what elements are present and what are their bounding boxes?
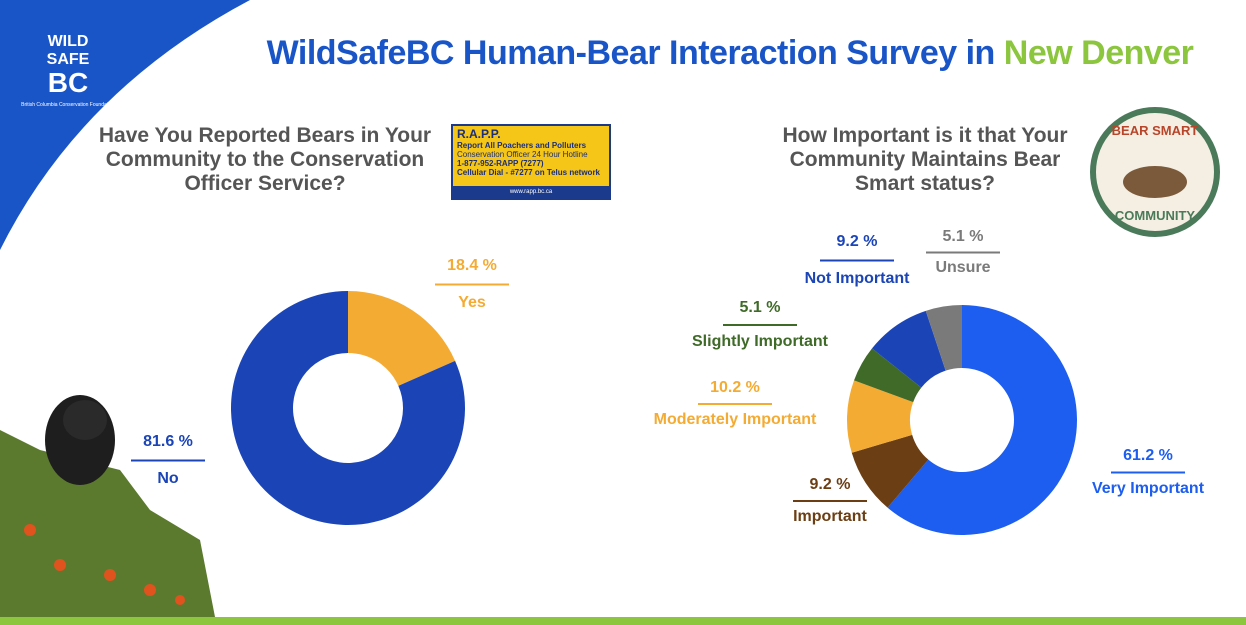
- donut-slice: [231, 291, 465, 525]
- category-label: Moderately Important: [654, 411, 817, 428]
- category-label: Unsure: [935, 259, 990, 276]
- donut-slice: [854, 348, 922, 403]
- logo-text: SAFE: [47, 51, 90, 68]
- chart-title: Have You Reported Bears in Your Communit…: [98, 124, 432, 195]
- value-label: 10.2 %: [710, 379, 760, 396]
- value-label: 61.2 %: [1123, 447, 1173, 464]
- rapp-line: Cellular Dial - #7277 on Telus network: [457, 168, 601, 177]
- rapp-url: www.rapp.bc.ca: [453, 186, 609, 198]
- bear-smart-badge: BEAR SMART COMMUNITY: [1090, 107, 1220, 237]
- badge-text: BEAR SMART: [1112, 123, 1199, 138]
- rapp-line: 1-877-952-RAPP (7277): [457, 159, 544, 168]
- value-label: 18.4 %: [447, 257, 497, 274]
- rapp-title: R.A.P.P.: [457, 127, 501, 141]
- donut-slice: [872, 310, 946, 388]
- donut-slice: [348, 291, 456, 386]
- logo-caption: British Columbia Conservation Foundation: [21, 102, 115, 108]
- logo-text: BC: [48, 67, 88, 98]
- corner-shape: [0, 0, 250, 250]
- category-label: Yes: [458, 294, 486, 311]
- category-label: Very Important: [1092, 480, 1205, 497]
- logo-text: WILD: [48, 33, 89, 50]
- donut-slice: [925, 305, 962, 371]
- donut-slice: [847, 380, 914, 453]
- category-label: Not Important: [805, 270, 911, 287]
- value-label: 5.1 %: [740, 299, 781, 316]
- value-label: 9.2 %: [837, 233, 878, 250]
- rapp-sign: R.A.P.P. Report All Poachers and Pollute…: [451, 124, 611, 200]
- rapp-line: Conservation Officer 24 Hour Hotline: [457, 150, 588, 159]
- value-label: 5.1 %: [943, 228, 984, 245]
- rapp-line: Report All Poachers and Polluters: [457, 141, 587, 150]
- category-label: Important: [793, 508, 867, 525]
- donut-slice: [851, 434, 929, 508]
- category-label: Slightly Important: [692, 333, 829, 350]
- bear-illustration: [0, 395, 215, 617]
- chart-title: How Important is it that Your Community …: [782, 124, 1068, 195]
- title-highlight: New Denver: [1003, 34, 1194, 72]
- page-title: WildSafeBC Human-Bear Interaction Survey…: [230, 34, 1230, 73]
- category-label: No: [157, 470, 179, 487]
- bottom-bar: [0, 617, 1246, 625]
- badge-text: COMMUNITY: [1115, 208, 1195, 223]
- donut-slice: [887, 305, 1078, 535]
- title-main: WildSafeBC Human-Bear Interaction Survey…: [266, 34, 996, 72]
- value-label: 9.2 %: [810, 476, 851, 493]
- value-label: 81.6 %: [143, 433, 193, 450]
